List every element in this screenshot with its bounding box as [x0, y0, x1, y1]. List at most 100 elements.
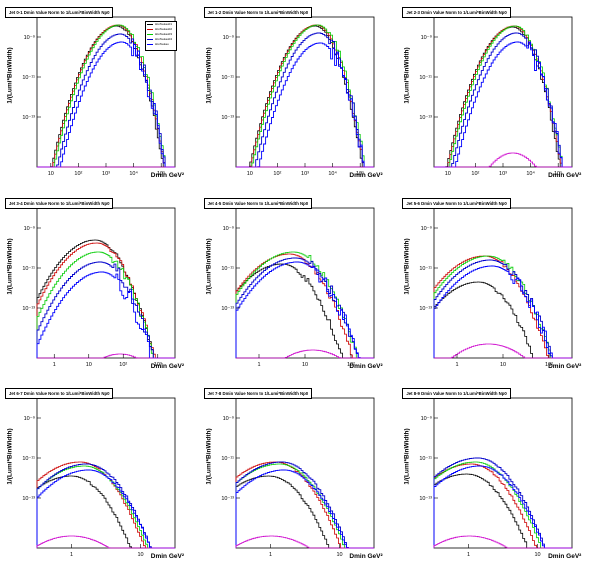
series-line	[235, 475, 374, 549]
series-line	[235, 42, 374, 168]
series-line	[37, 24, 175, 168]
y-tick-label: 10⁻⁹	[222, 225, 233, 232]
series-line	[235, 349, 374, 359]
y-tick-label: 10⁻¹¹	[420, 456, 433, 462]
plot-panel: 10 10² 10³ 10⁴ 10⁵ 10⁻¹³ 10⁻¹¹ 10⁻⁹ Jet 2-3 Dmin…	[397, 0, 593, 189]
legend: HtoTautau01 HtoTautau02 HtoTautau03 HtoTaut…	[145, 21, 177, 51]
series-line	[36, 463, 175, 549]
legend-entry: HtoTautau01	[146, 22, 176, 27]
series-line	[434, 343, 573, 359]
y-tick-label: 10⁻¹¹	[420, 266, 433, 272]
series-line	[235, 251, 374, 359]
y-tick-label: 10⁻⁹	[421, 225, 432, 232]
y-tick-label: 10⁻¹¹	[420, 75, 433, 81]
plot-panel: 1 10 10² 10⁻¹³ 10⁻¹¹ 10⁻⁹ Jet 5-6 Dmin Value N…	[397, 191, 593, 380]
x-tick-label: 10³	[102, 171, 110, 177]
x-tick-label: 10²	[119, 362, 127, 368]
legend-swatch	[147, 44, 153, 45]
x-tick-label: 10²	[74, 171, 82, 177]
plot-frame	[235, 207, 375, 359]
x-tick-label: 1	[257, 362, 260, 368]
legend-label: HtoTautau02	[155, 27, 173, 31]
plot-panel: 1 10 10² 10⁻¹³ 10⁻¹¹ 10⁻⁹ Jet 4-5 Dmin Value N…	[199, 191, 395, 380]
x-tick-label: 10	[445, 171, 451, 177]
series-line	[434, 25, 573, 168]
y-tick-label: 10⁻⁹	[222, 34, 233, 41]
series-line	[36, 242, 175, 359]
y-axis-label: 1/(Lumi*BinWidth)	[403, 428, 411, 485]
y-tick-label: 10⁻¹³	[420, 115, 433, 121]
y-axis-label: 1/(Lumi*BinWidth)	[6, 428, 14, 485]
legend-swatch	[147, 24, 153, 25]
y-tick-label: 10⁻¹³	[22, 496, 35, 502]
series-line	[433, 281, 573, 359]
series-line	[433, 255, 573, 359]
x-tick-label: 10³	[499, 171, 507, 177]
x-axis-label: Dmin GeV²	[548, 172, 582, 179]
panel-title: Jet 4-5 Dmin Value Norm to 1/Lumi*BinWid…	[203, 197, 313, 209]
series-line	[433, 457, 573, 549]
series-line	[37, 41, 175, 168]
x-tick-label: 10	[246, 171, 252, 177]
x-tick-label: 10³	[154, 362, 162, 368]
x-tick-label: 10	[48, 171, 54, 177]
y-axis-label: 1/(Lumi*BinWidth)	[403, 47, 411, 104]
x-tick-label: 10⁴	[527, 170, 536, 177]
y-axis-label: 1/(Lumi*BinWidth)	[205, 47, 213, 104]
plot-frame	[433, 397, 573, 549]
y-axis-label: 1/(Lumi*BinWidth)	[6, 238, 14, 295]
x-tick-label: 10	[535, 552, 541, 558]
x-tick-label: 1	[70, 552, 73, 558]
series-line	[433, 465, 573, 549]
series-line	[36, 469, 175, 549]
x-tick-label: 10	[302, 362, 308, 368]
series-line	[434, 25, 573, 168]
y-tick-label: 10⁻¹³	[420, 306, 433, 312]
series-line	[235, 24, 374, 168]
plot-frame	[36, 207, 176, 359]
legend-label: HtoTautau03	[155, 32, 173, 36]
y-tick-label: 10⁻⁹	[421, 415, 432, 422]
x-tick-label: 10²	[273, 171, 281, 177]
legend-swatch	[147, 34, 153, 35]
x-tick-label: 10²	[545, 362, 553, 368]
x-tick-label: 10	[500, 362, 506, 368]
series-line	[235, 257, 374, 359]
x-tick-label: 10⁵	[554, 170, 562, 177]
plot-panel: 1 10 10² 10³ 10⁻¹³ 10⁻¹¹ 10⁻⁹ Jet 3-4 Dmin Valu…	[0, 191, 196, 380]
panel-title: Jet 7-8 Dmin Value Norm to 1/Lumi*BinWid…	[203, 388, 313, 400]
x-tick-label: 10	[336, 552, 342, 558]
y-tick-label: 10⁻¹¹	[22, 75, 35, 81]
y-tick-label: 10⁻¹¹	[221, 456, 234, 462]
legend-entry: HtoTautau02	[146, 27, 176, 32]
series-line	[433, 265, 573, 359]
x-axis-label: Dmin GeV²	[150, 553, 184, 561]
y-tick-label: 10⁻⁹	[24, 34, 35, 41]
plot-svg: 1 10 10² 10⁻¹³ 10⁻¹¹ 10⁻⁹	[221, 207, 375, 368]
x-tick-label: 1	[467, 552, 470, 558]
plot-frame	[433, 207, 573, 359]
x-axis-label: Dmin GeV²	[349, 362, 383, 370]
x-tick-label: 1	[53, 362, 56, 368]
series-line	[235, 461, 374, 549]
series-line	[235, 535, 374, 549]
x-tick-label: 10	[137, 552, 143, 558]
series-line	[36, 535, 175, 549]
x-tick-label: 10⁴	[328, 170, 337, 177]
y-tick-label: 10⁻⁹	[222, 415, 233, 422]
series-line	[235, 263, 374, 359]
y-tick-label: 10⁻⁹	[24, 415, 35, 422]
y-tick-label: 10⁻¹³	[221, 115, 234, 121]
y-tick-label: 10⁻¹³	[221, 496, 234, 502]
legend-swatch	[147, 39, 153, 40]
series-line	[36, 461, 175, 549]
y-tick-label: 10⁻¹³	[22, 115, 35, 121]
x-axis-label: Dmin GeV²	[548, 553, 582, 561]
series-line	[433, 535, 573, 549]
x-axis-label: Dmin GeV²	[150, 172, 184, 179]
x-tick-label: 10³	[301, 171, 309, 177]
series-line	[37, 353, 175, 359]
panel-title: Jet 0-1 Dmin Value Norm to 1/Lumi*BinWid…	[5, 7, 114, 18]
plot-svg: 1 10 10⁻¹³ 10⁻¹¹ 10⁻⁹	[22, 397, 176, 558]
